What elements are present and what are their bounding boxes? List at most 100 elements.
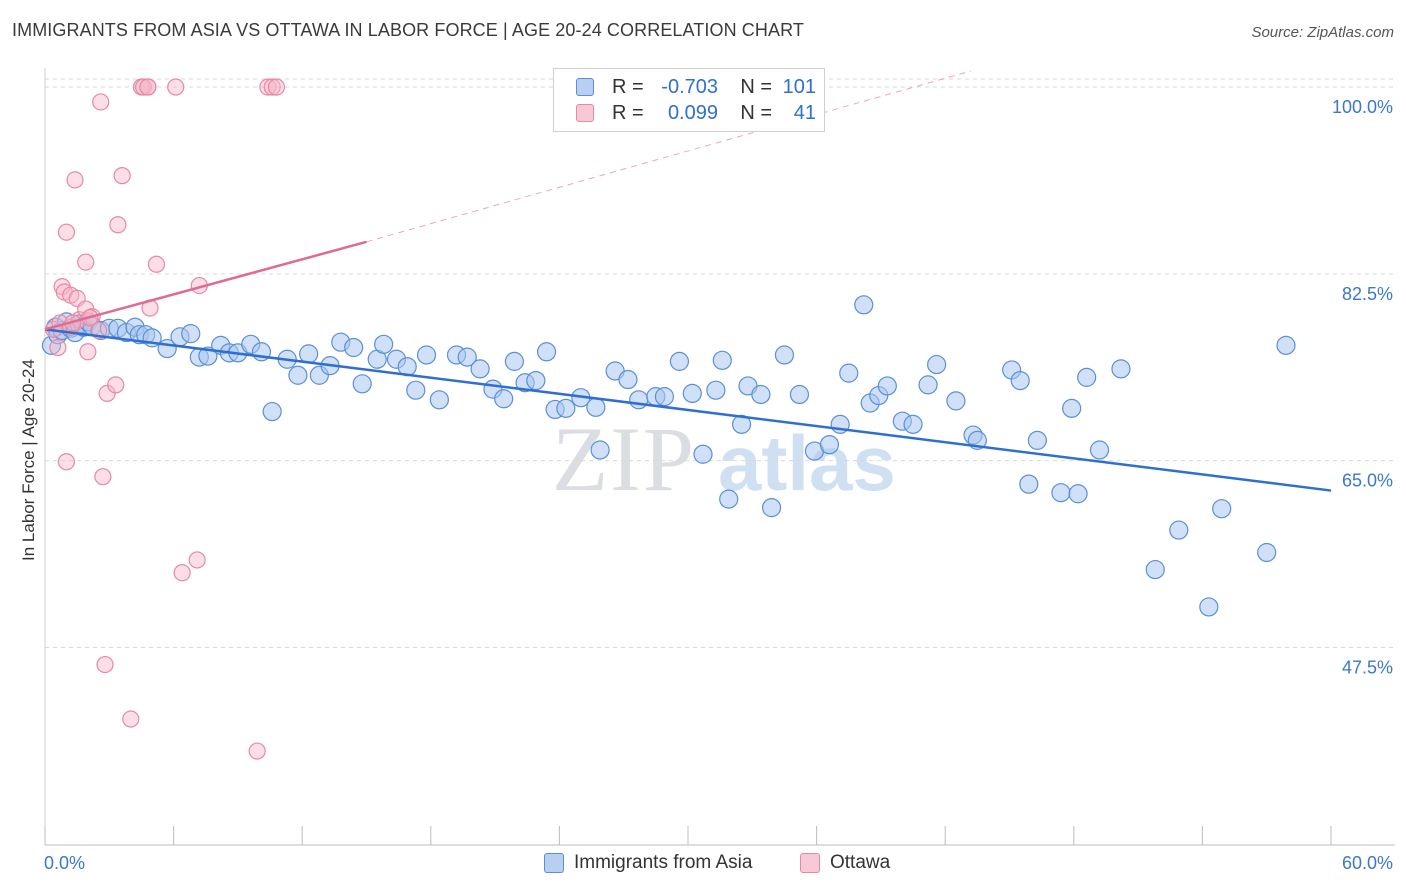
data-point-asia	[1212, 499, 1232, 519]
legend-item-asia[interactable]: Immigrants from Asia	[544, 852, 752, 874]
data-point-asia	[344, 337, 364, 358]
data-point-asia	[789, 384, 810, 405]
data-point-asia	[946, 391, 966, 411]
data-point-asia	[854, 295, 874, 315]
data-point-asia	[1068, 484, 1088, 504]
data-point-asia	[457, 347, 477, 367]
data-point-asia	[819, 435, 840, 455]
data-point-asia	[761, 498, 782, 518]
data-point-ottawa	[57, 223, 76, 241]
legend-label-asia: Immigrants from Asia	[574, 852, 753, 873]
data-point-ottawa	[139, 78, 157, 96]
legend-r-value-ottawa: 0.099	[667, 101, 718, 124]
data-point-asia	[299, 344, 319, 364]
data-point-asia	[1027, 430, 1047, 450]
data-point-asia	[1276, 335, 1296, 355]
data-point-asia	[352, 374, 372, 394]
data-point-asia	[706, 380, 726, 400]
x-tick-label-max: 60.0%	[1342, 853, 1393, 873]
legend-swatch-asia	[576, 78, 594, 96]
legend-r-label: R =	[612, 75, 644, 98]
x-tick-label-min: 0.0%	[44, 853, 85, 873]
legend-label-ottawa: Ottawa	[830, 852, 891, 873]
legend-n-label: N =	[740, 101, 772, 124]
data-point-asia	[618, 369, 638, 390]
data-point-ottawa	[66, 171, 84, 189]
data-point-ottawa	[49, 338, 67, 357]
data-point-ottawa	[94, 468, 112, 486]
legend-n-label: N =	[740, 75, 772, 98]
tick-labels: 47.5% 65.0% 82.5% 100.0% 0.0% 60.0%	[44, 97, 1393, 873]
data-point-asia	[586, 397, 606, 417]
series-legend: Immigrants from Asia Ottawa	[0, 852, 1406, 878]
data-point-asia	[1019, 474, 1039, 494]
data-point-asia	[719, 489, 739, 509]
data-point-ottawa	[267, 78, 286, 96]
data-point-asia	[1257, 542, 1277, 563]
data-point-asia	[751, 384, 771, 405]
data-point-asia	[556, 398, 576, 418]
trend-lines	[44, 70, 1332, 492]
data-point-ottawa	[109, 216, 127, 234]
data-point-asia	[1145, 559, 1165, 580]
data-point-asia	[1199, 597, 1219, 617]
data-point-asia	[927, 354, 947, 375]
trend-line-ottawa-extension	[366, 70, 972, 243]
series-ottawa-points	[44, 78, 286, 760]
data-point-asia	[406, 380, 426, 400]
data-point-asia	[416, 345, 437, 365]
y-axis-label: In Labor Force | Age 20-24	[19, 359, 38, 561]
source-credit: Source: ZipAtlas.com	[1251, 24, 1394, 41]
watermark-atlas: atlas	[718, 419, 896, 507]
data-point-asia	[712, 350, 732, 370]
data-point-ottawa	[122, 710, 140, 728]
data-point-ottawa	[107, 376, 125, 394]
data-point-asia	[526, 371, 546, 391]
y-tick-label: 100.0%	[1332, 97, 1393, 117]
data-point-asia	[374, 334, 394, 354]
data-point-asia	[262, 401, 282, 422]
data-point-asia	[1051, 483, 1071, 503]
data-point-asia	[1169, 520, 1189, 540]
data-point-ottawa	[263, 78, 281, 96]
data-point-asia	[536, 342, 557, 362]
data-point-asia	[731, 414, 752, 434]
data-point-ottawa	[147, 255, 166, 273]
trend-line-asia	[44, 328, 1332, 492]
data-point-asia	[429, 390, 449, 410]
data-point-asia	[1111, 359, 1131, 379]
correlation-legend: R = -0.703 N = 101 R = 0.099 N = 41	[553, 68, 825, 132]
axes	[44, 68, 1395, 846]
data-point-asia	[903, 414, 923, 434]
data-point-asia	[504, 351, 524, 371]
data-point-ottawa	[96, 655, 114, 674]
data-point-asia	[877, 376, 897, 396]
y-tick-label: 82.5%	[1342, 284, 1393, 304]
legend-r-label: R =	[612, 101, 644, 124]
legend-swatch-asia	[544, 853, 564, 873]
legend-r-value-asia: -0.703	[661, 75, 718, 98]
data-point-asia	[654, 387, 675, 407]
y-tick-label: 47.5%	[1342, 657, 1393, 677]
legend-swatch-ottawa	[576, 104, 594, 122]
legend-row-asia: R = -0.703 N = 101	[576, 74, 816, 100]
data-point-asia	[774, 345, 795, 365]
legend-swatch-ottawa	[800, 853, 820, 873]
data-point-asia	[918, 375, 938, 395]
data-point-asia	[1010, 371, 1030, 391]
data-point-ottawa	[134, 78, 153, 96]
chart-title: IMMIGRANTS FROM ASIA VS OTTAWA IN LABOR …	[12, 20, 804, 40]
data-point-asia	[839, 363, 859, 383]
y-tick-label: 65.0%	[1342, 471, 1393, 491]
legend-item-ottawa[interactable]: Ottawa	[800, 852, 890, 874]
data-point-ottawa	[92, 93, 110, 111]
data-point-asia	[1089, 440, 1110, 460]
data-point-ottawa	[167, 78, 185, 96]
data-point-asia	[629, 390, 649, 410]
data-point-asia	[288, 365, 308, 385]
zipatlas-watermark: ZIP atlas	[552, 408, 896, 510]
legend-n-value-ottawa: 41	[793, 101, 816, 124]
data-point-ottawa	[173, 564, 191, 582]
data-point-asia	[470, 359, 490, 379]
